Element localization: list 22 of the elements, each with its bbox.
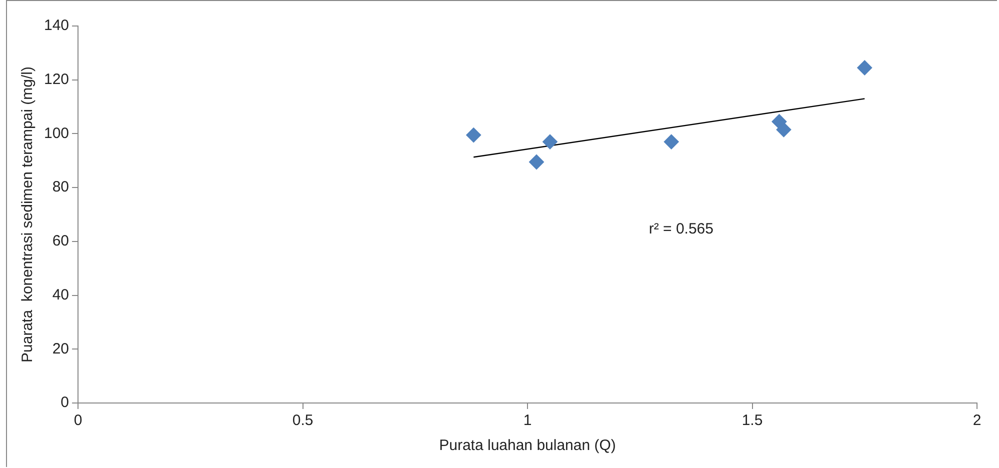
x-tick-label: 1.5 — [742, 412, 763, 430]
point — [664, 134, 679, 150]
y-tick-label: 100 — [44, 124, 70, 142]
point — [542, 134, 558, 150]
point — [857, 60, 872, 76]
y-tick-label: 120 — [44, 71, 70, 88]
x-tick-label: 1 — [523, 412, 532, 430]
x-axis-title: Purata luahan bulanan (Q) — [439, 437, 616, 454]
x-tick-label: 0 — [74, 412, 82, 430]
point — [529, 154, 544, 170]
x-tick-label: 2 — [972, 412, 982, 430]
annotation: r² = 0.565 — [648, 220, 714, 238]
y-tick-label: 140 — [44, 17, 70, 34]
y-tick-label: 60 — [52, 232, 70, 250]
y-axis-title: Puarata konentrasi sedimen terampai (mg/l) — [19, 66, 36, 362]
y-tick-label: 0 — [60, 394, 70, 412]
y-tick-label: 20 — [52, 340, 70, 358]
point — [776, 122, 792, 138]
y-tick-label: 80 — [52, 178, 70, 196]
y-tick-label: 40 — [52, 286, 70, 304]
x-tick-label: 0.5 — [292, 412, 314, 430]
point — [466, 128, 482, 143]
